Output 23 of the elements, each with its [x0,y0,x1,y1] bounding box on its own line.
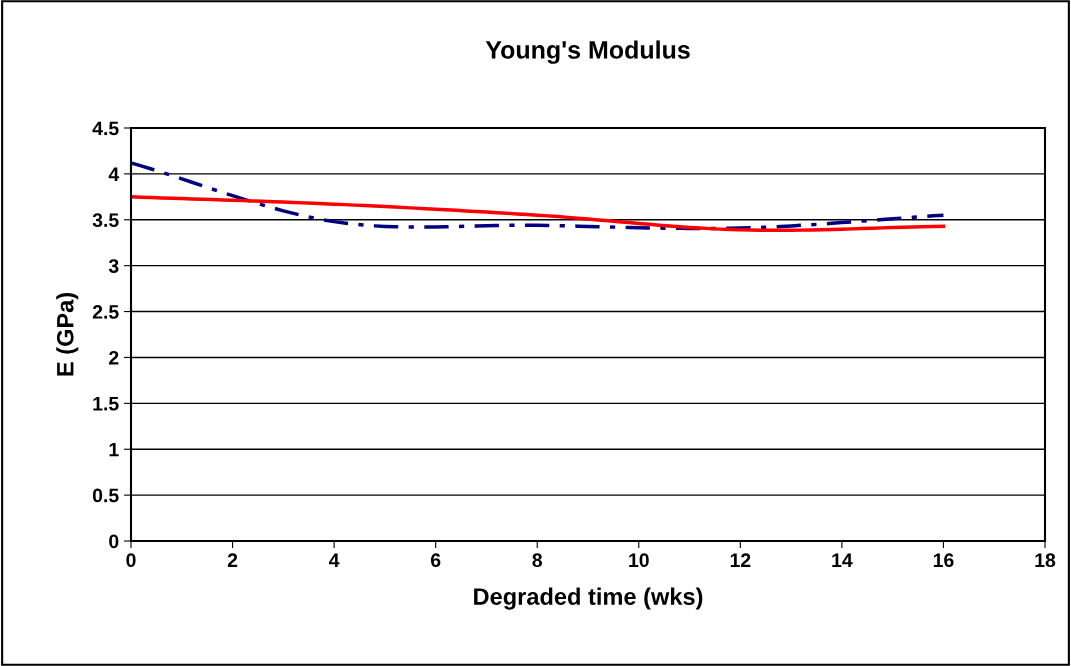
x-tick-label: 8 [532,553,543,568]
x-tick-label: 18 [1035,553,1056,568]
x-tick-label: 6 [430,553,441,568]
x-tick-label: 12 [730,553,751,567]
x-tick-label: 4 [329,553,340,567]
x-tick-label: 10 [629,553,649,568]
x-tick-label: 14 [832,553,853,567]
x-axis-title: Degraded time (wks) [474,587,703,610]
y-tick-label: 2.5 [92,305,119,319]
y-tick-label: 0 [109,534,119,549]
x-tick-label: 0 [126,553,136,568]
x-tick-label: 2 [227,553,238,567]
chart-title: Young's Modulus [485,40,690,64]
y-tick-label: 4 [108,167,120,181]
y-tick-label: 0.5 [92,488,119,503]
y-tick-label: 1.5 [93,397,119,411]
x-tick-label: 16 [933,553,954,568]
y-tick-label: 1 [109,442,119,457]
y-tick-label: 4.5 [92,121,119,136]
y-axis-title: E (GPa) [56,293,79,376]
y-tick-label: 3.5 [92,213,119,228]
y-tick-label: 3 [108,259,119,273]
y-tick-label: 2 [109,350,119,365]
